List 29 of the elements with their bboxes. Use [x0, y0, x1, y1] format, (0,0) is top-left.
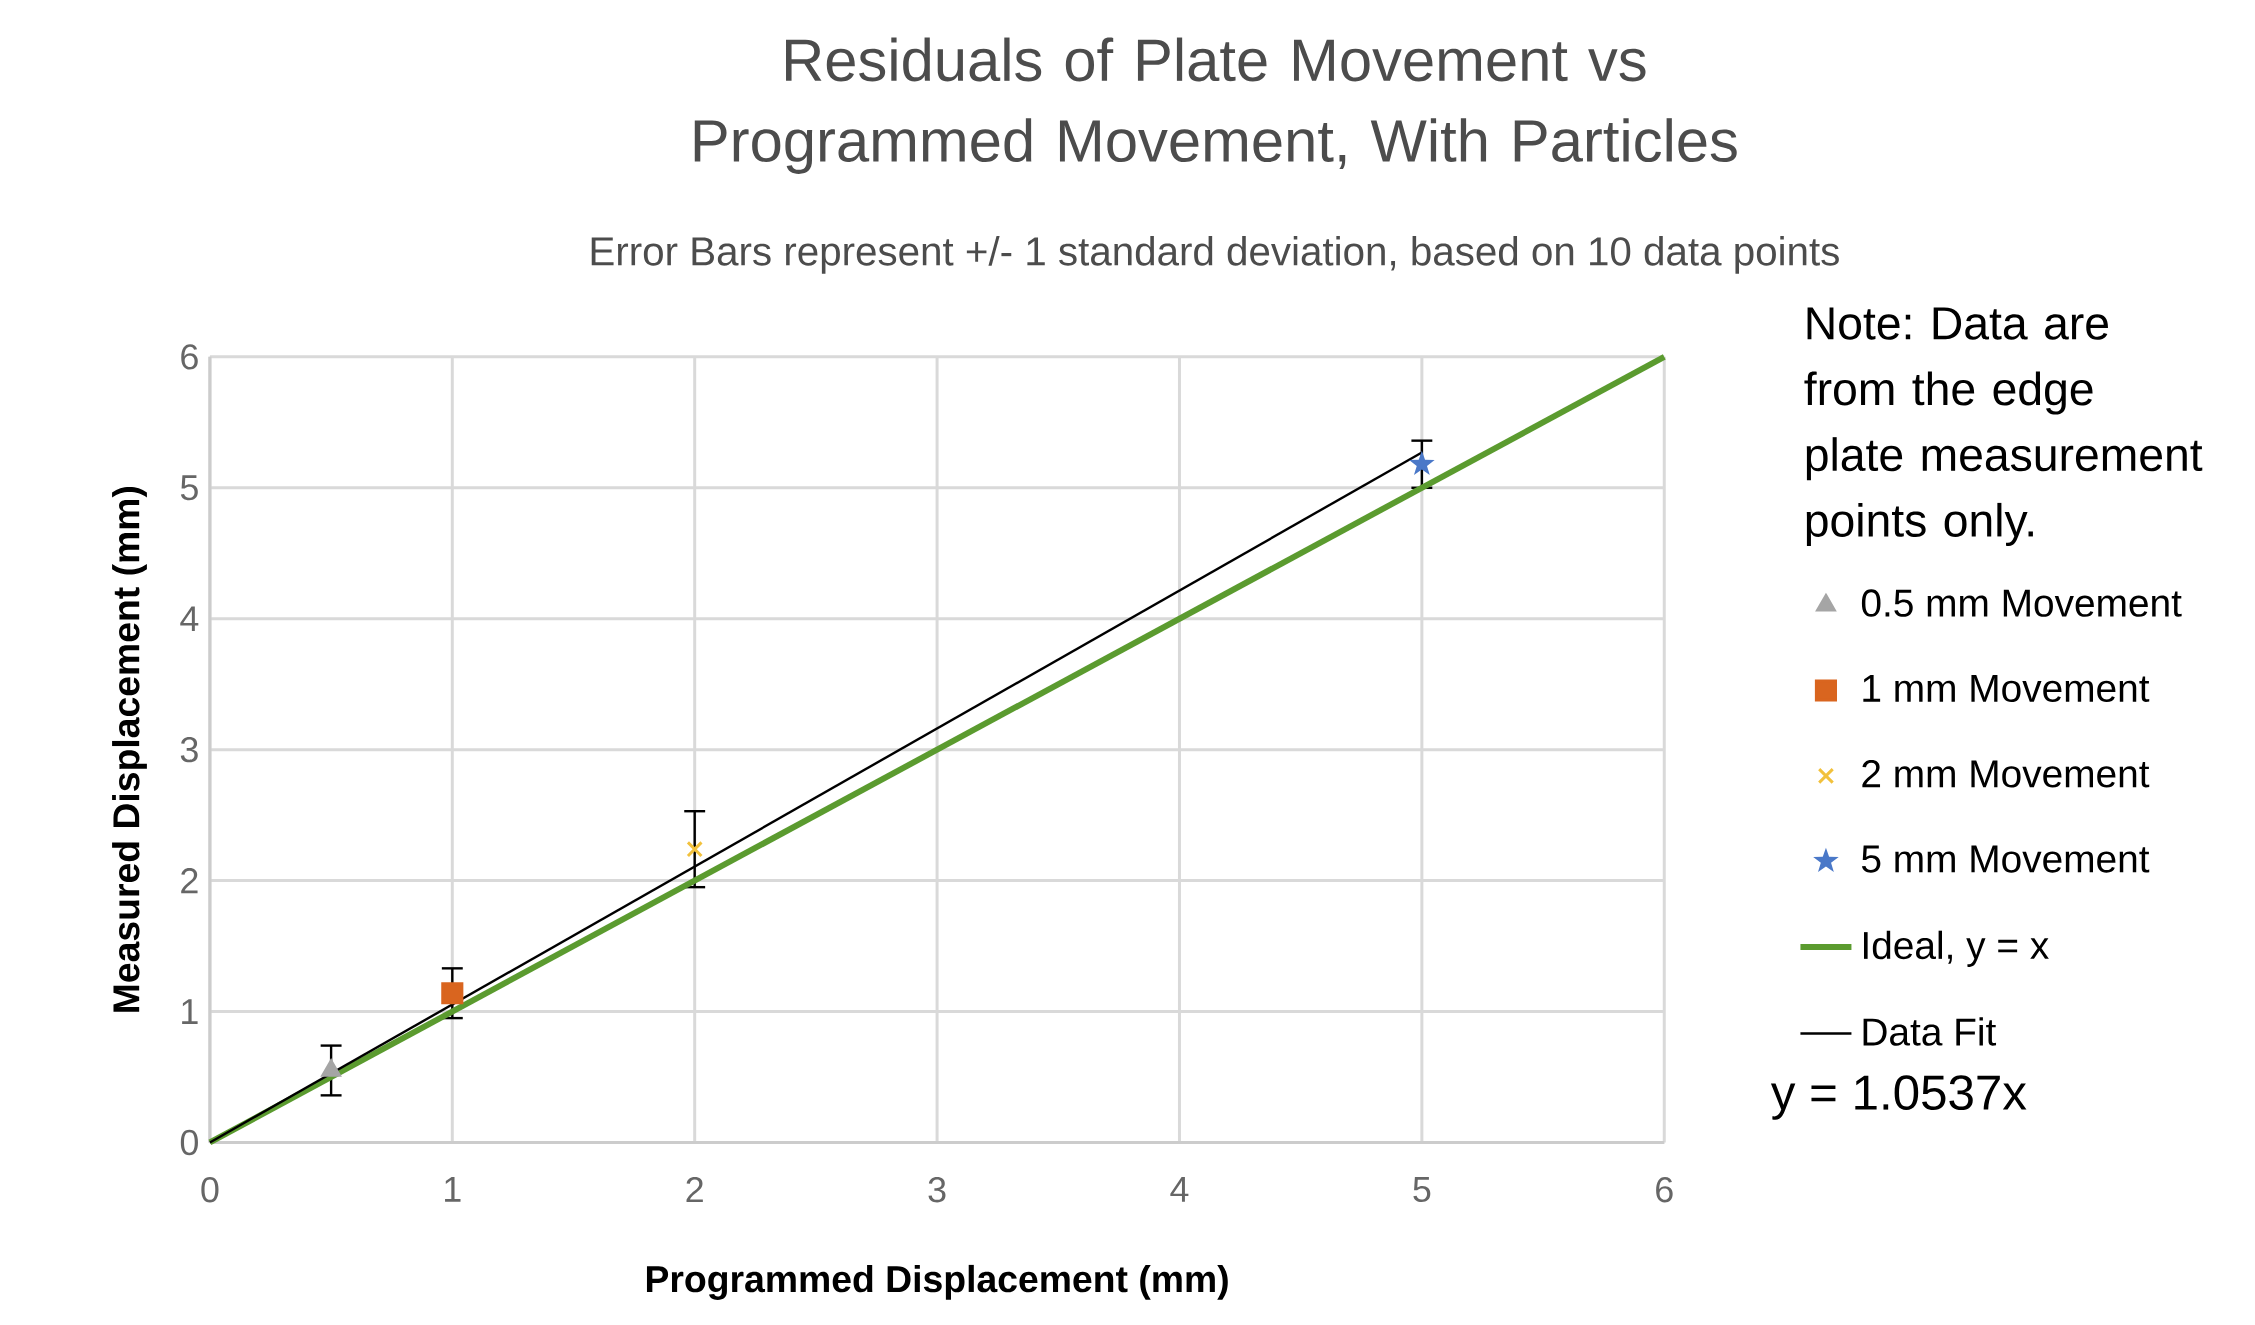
point [1409, 450, 1435, 475]
legend-label: Data Fit [1863, 1017, 1997, 1046]
x-tick-label: 2 [686, 1176, 703, 1202]
x-tick-label: 5 [1413, 1176, 1431, 1202]
chart-title: Residuals of Plate Movement vs Programmed Movement, With Particles [694, 37, 1737, 174]
y-axis-title: Measured Displacement (mm) [112, 486, 147, 1012]
legend-label: 1 mm Movement [1863, 674, 2150, 702]
point [686, 840, 703, 858]
y-tick-label: 5 [180, 475, 198, 501]
legend-label: Ideal, y = x [1864, 930, 2049, 967]
legend-label: 2 mm Movement [1862, 759, 2150, 788]
point [441, 981, 464, 1005]
x-tick-label: 3 [928, 1176, 946, 1203]
text: Note: Data are from the edge plate measurement points only. [1804, 307, 2203, 546]
legend-label: 0.5 mm Movement [1861, 589, 2182, 617]
x-tick-label: 4 [1170, 1176, 1189, 1202]
x-tick-label: 6 [1656, 1176, 1673, 1203]
y-tick-label: 1 [182, 999, 198, 1024]
text: y = 1.0537x [1770, 1074, 2027, 1120]
x-tick-label: 0 [201, 1176, 219, 1203]
x-axis-title: Programmed Displacement (mm) [646, 1264, 1228, 1300]
chart-subtitle: Error Bars represent +/- 1 standard deviation, based on 10 data points [591, 235, 1839, 274]
y-tick-label: 3 [180, 736, 198, 763]
y-tick-label: 2 [181, 867, 198, 893]
legend-label: 5 mm Movement [1861, 845, 2150, 873]
x-tick-label: 1 [445, 1176, 461, 1202]
y-tick-label: 6 [181, 343, 198, 370]
y-tick-label: 0 [180, 1129, 198, 1155]
y-tick-label: 4 [180, 606, 199, 631]
